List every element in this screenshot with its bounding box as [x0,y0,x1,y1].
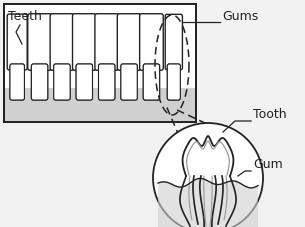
Bar [4,4,196,122]
FancyBboxPatch shape [95,14,118,70]
FancyBboxPatch shape [165,14,182,70]
Text: Gum: Gum [253,158,283,171]
FancyBboxPatch shape [31,64,48,100]
FancyBboxPatch shape [143,64,160,100]
FancyBboxPatch shape [121,64,137,100]
FancyBboxPatch shape [54,64,70,100]
Circle shape [153,123,263,227]
FancyBboxPatch shape [167,64,180,100]
Polygon shape [158,178,258,227]
FancyBboxPatch shape [54,64,70,100]
FancyBboxPatch shape [99,64,115,100]
Bar [5,88,195,121]
Text: Tooth: Tooth [253,108,287,121]
FancyBboxPatch shape [73,14,96,70]
FancyBboxPatch shape [28,14,51,70]
FancyBboxPatch shape [99,64,115,100]
FancyBboxPatch shape [76,64,92,100]
FancyBboxPatch shape [7,14,27,70]
Text: Teeth: Teeth [8,10,42,23]
Bar [4,4,196,122]
FancyBboxPatch shape [117,14,141,70]
FancyBboxPatch shape [50,14,74,70]
FancyBboxPatch shape [76,64,92,100]
FancyBboxPatch shape [31,64,48,100]
Text: Gums: Gums [222,10,258,23]
FancyBboxPatch shape [140,14,163,70]
FancyBboxPatch shape [10,64,24,100]
FancyBboxPatch shape [121,64,137,100]
FancyBboxPatch shape [167,64,180,100]
FancyBboxPatch shape [143,64,160,100]
FancyBboxPatch shape [10,64,24,100]
